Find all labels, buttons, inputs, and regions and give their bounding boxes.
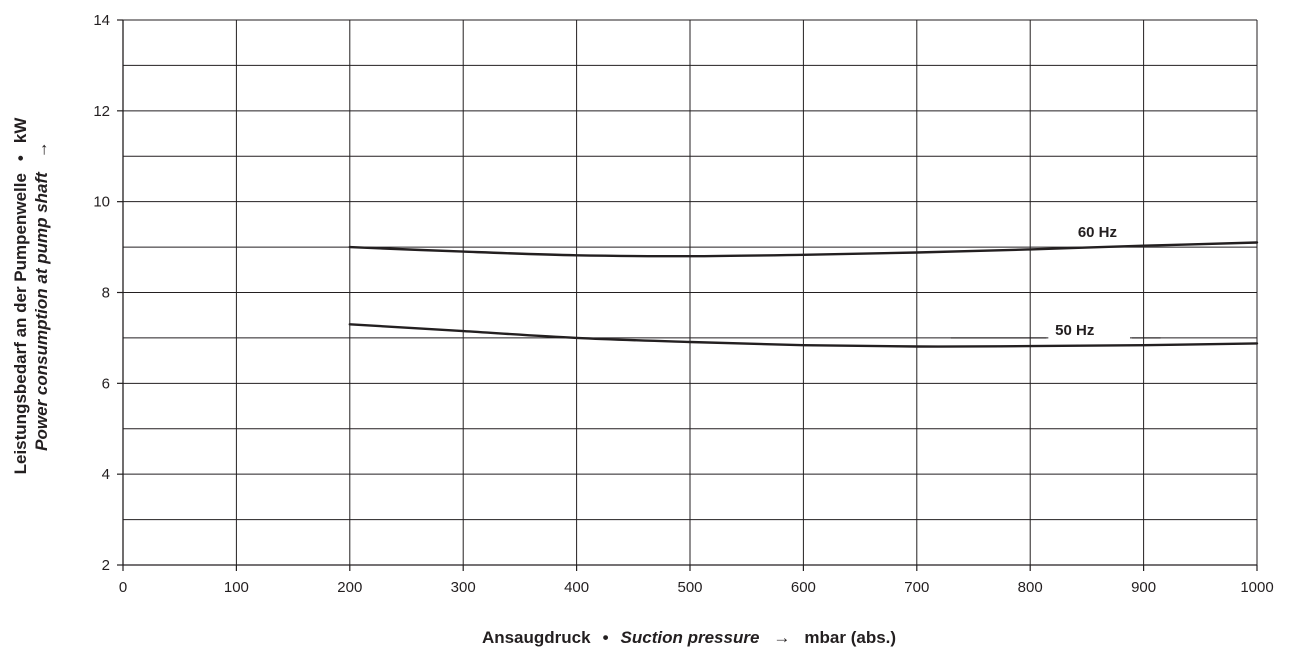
y-axis-title-arrow: → bbox=[32, 141, 51, 158]
tick-labels: 0 100 200 300 400 500 600 700 800 900 1000 2 4 6 8 10 12… bbox=[93, 12, 1273, 596]
x-axis-title-en: Suction pressure bbox=[621, 628, 760, 647]
x-tick-label: 200 bbox=[337, 579, 362, 596]
x-tick-label: 0 bbox=[119, 579, 127, 596]
x-tick-label: 800 bbox=[1018, 579, 1043, 596]
series-label-50hz-gap bbox=[1048, 335, 1130, 340]
series-line-50hz bbox=[348, 323, 1259, 348]
x-tick-label: 100 bbox=[224, 579, 249, 596]
y-tick-label: 6 bbox=[102, 375, 110, 392]
x-tick-label: 500 bbox=[677, 579, 702, 596]
x-axis-title-arrow: → bbox=[773, 628, 790, 647]
x-axis-title-sep: • bbox=[603, 628, 609, 647]
series-line-60hz bbox=[348, 241, 1259, 258]
y-tick-label: 12 bbox=[93, 103, 110, 120]
y-tick-label: 14 bbox=[93, 12, 110, 29]
series-label-50hz: 50 Hz bbox=[1055, 322, 1094, 339]
series-labels: 60 Hz 50 Hz bbox=[950, 224, 1161, 340]
y-axis-title-de: Leistungsbedarf an der Pumpenwelle bbox=[11, 173, 30, 474]
y-axis-title-sep: • bbox=[11, 155, 30, 161]
x-tick-label: 600 bbox=[791, 579, 816, 596]
y-axis-title-unit: kW bbox=[11, 117, 30, 143]
series-lines bbox=[348, 241, 1259, 348]
y-tick-label: 8 bbox=[102, 285, 110, 302]
y-tick-label: 10 bbox=[93, 194, 110, 211]
x-tick-label: 300 bbox=[451, 579, 476, 596]
x-axis-title: Ansaugdruck • Suction pressure → mbar (abs.) bbox=[482, 628, 896, 647]
x-tick-label: 1000 bbox=[1240, 579, 1273, 596]
y-tick-label: 4 bbox=[102, 466, 110, 483]
y-axis-title-line2: Power consumption at pump shaft → bbox=[32, 141, 51, 451]
x-tick-label: 700 bbox=[904, 579, 929, 596]
x-tick-label: 400 bbox=[564, 579, 589, 596]
y-tick-label: 2 bbox=[102, 557, 110, 574]
x-axis-title-de: Ansaugdruck bbox=[482, 628, 591, 647]
grid bbox=[123, 19, 1258, 565]
x-tick-label: 900 bbox=[1131, 579, 1156, 596]
series-label-60hz: 60 Hz bbox=[1078, 224, 1117, 241]
y-axis-title-en: Power consumption at pump shaft bbox=[32, 171, 51, 451]
x-axis-title-unit: mbar (abs.) bbox=[804, 628, 896, 647]
y-axis-title-line1: Leistungsbedarf an der Pumpenwelle • kW bbox=[11, 117, 30, 475]
